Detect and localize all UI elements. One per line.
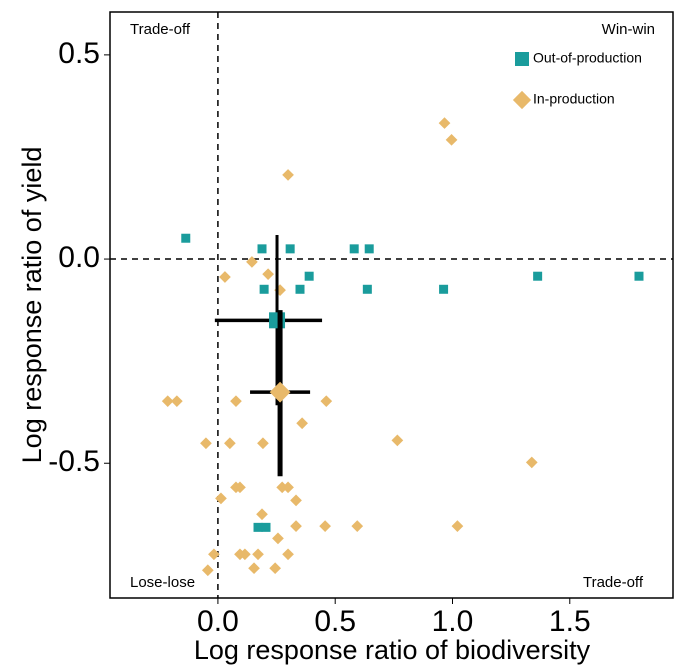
point: [364, 244, 374, 254]
point: [256, 508, 268, 521]
point: [252, 548, 264, 561]
plot-frame: [109, 11, 674, 599]
point: [290, 520, 302, 532]
point: [304, 271, 314, 281]
x-tick-label: 0.5: [314, 605, 356, 638]
point: [262, 268, 274, 281]
point: [253, 522, 263, 532]
point: [295, 284, 305, 294]
point: [362, 284, 372, 294]
point: [285, 244, 295, 254]
point: [451, 520, 464, 532]
point: [181, 233, 191, 243]
point: [282, 548, 294, 561]
mean-point: [269, 381, 291, 403]
y-tick-label: -0.5: [48, 445, 100, 478]
point: [234, 481, 246, 494]
x-axis-label: Log response ratio of biodiversity: [194, 635, 591, 665]
y-tick-label: 0.0: [58, 241, 100, 274]
point: [269, 562, 281, 575]
point: [276, 481, 289, 494]
point: [224, 437, 236, 450]
point: [282, 169, 294, 181]
point: [208, 548, 220, 561]
point: [261, 522, 271, 532]
point: [391, 434, 404, 447]
legend-label: In-production: [533, 91, 615, 107]
point: [349, 244, 359, 254]
point: [259, 284, 269, 294]
point: [230, 395, 242, 408]
point: [525, 456, 538, 469]
point: [239, 548, 251, 561]
y-tick-label: 0.5: [58, 37, 100, 70]
quadrant-label: Lose-lose: [130, 574, 195, 591]
point: [272, 532, 284, 545]
point: [634, 271, 644, 281]
quadrant-label: Trade-off: [583, 574, 644, 591]
point: [290, 494, 302, 507]
quadrant-label: Win-win: [602, 21, 655, 38]
point: [445, 133, 458, 146]
point: [282, 481, 294, 494]
mean-point: [269, 312, 286, 329]
point: [320, 395, 333, 408]
point: [248, 562, 260, 575]
point: [296, 417, 308, 430]
point: [533, 271, 543, 281]
point: [438, 117, 451, 129]
quadrant-label: Trade-off: [130, 21, 191, 38]
point: [171, 395, 183, 408]
legend-marker: [515, 52, 529, 66]
legend-label: Out-of-production: [533, 50, 642, 66]
point: [439, 284, 449, 294]
x-tick-label: 1.5: [549, 605, 591, 638]
point: [257, 437, 269, 450]
point: [219, 271, 231, 283]
legend-marker: [512, 90, 532, 110]
point: [246, 256, 258, 268]
point: [257, 244, 267, 254]
point: [351, 520, 364, 532]
point: [215, 492, 227, 505]
x-tick-label: 1.0: [432, 605, 474, 638]
point: [161, 395, 174, 408]
y-axis-label: Log response ratio of yield: [17, 147, 47, 464]
point: [319, 520, 331, 532]
point: [201, 564, 214, 577]
point: [200, 437, 212, 450]
x-tick-label: 0.0: [197, 605, 239, 638]
